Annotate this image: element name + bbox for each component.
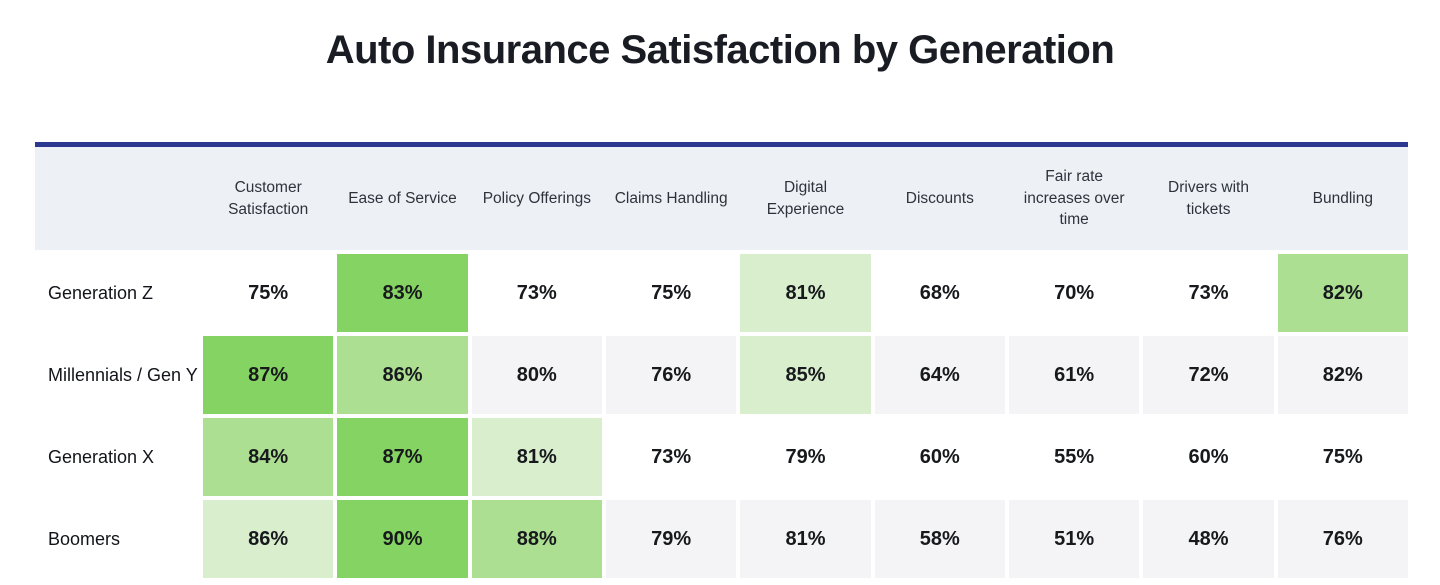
row-label: Millennials / Gen Y xyxy=(35,336,199,414)
value-cell: 51% xyxy=(1008,500,1140,578)
value-cell: 86% xyxy=(203,500,334,578)
value-cell: 87% xyxy=(337,418,468,496)
header-corner-cell xyxy=(35,147,199,250)
value-cell: 85% xyxy=(740,336,871,414)
column-header: Policy Offerings xyxy=(482,189,591,207)
page: Auto Insurance Satisfaction by Generatio… xyxy=(0,26,1440,585)
value-cell: 75% xyxy=(605,254,737,332)
header-row: Customer Satisfaction Ease of Service Poli… xyxy=(35,147,1408,250)
value-cell: 79% xyxy=(605,500,737,578)
value-cell: 83% xyxy=(337,254,468,332)
value-cell: 73% xyxy=(1143,254,1274,332)
table-row: Generation Z 75% 83% 73% 75% 81% 68% 70% 73% 82% xyxy=(35,254,1408,332)
accent-line xyxy=(35,142,1408,147)
column-header: Customer Satisfaction xyxy=(228,178,309,218)
value-cell: 87% xyxy=(203,336,334,414)
value-cell: 84% xyxy=(203,418,334,496)
column-header: Digital Experience xyxy=(766,178,845,218)
row-label: Generation X xyxy=(35,418,199,496)
row-label: Boomers xyxy=(35,500,199,578)
value-cell: 68% xyxy=(874,254,1005,332)
value-cell: 80% xyxy=(471,336,602,414)
value-cell: 60% xyxy=(874,418,1005,496)
value-cell: 90% xyxy=(337,500,468,578)
page-title: Auto Insurance Satisfaction by Generatio… xyxy=(325,28,1115,72)
value-cell: 48% xyxy=(1143,500,1274,578)
value-cell: 82% xyxy=(1277,336,1408,414)
table-body: Generation Z 75% 83% 73% 75% 81% 68% 70% 73% 82% M… xyxy=(35,254,1408,578)
value-cell: 72% xyxy=(1143,336,1274,414)
table-row: Millennials / Gen Y 87% 86% 80% 76% 85% 64% 61%… xyxy=(35,336,1408,414)
column-header: Bundling xyxy=(1312,189,1373,207)
column-header: Claims Handling xyxy=(614,189,728,207)
row-label: Generation Z xyxy=(35,254,199,332)
value-cell: 73% xyxy=(471,254,602,332)
column-header: Drivers with tickets xyxy=(1168,178,1249,218)
value-cell: 79% xyxy=(740,418,871,496)
value-cell: 86% xyxy=(337,336,468,414)
column-header: Discounts xyxy=(905,189,974,207)
value-cell: 81% xyxy=(471,418,602,496)
value-cell: 75% xyxy=(203,254,334,332)
value-cell: 76% xyxy=(605,336,737,414)
column-header: Fair rate increases over time xyxy=(1023,167,1125,229)
value-cell: 55% xyxy=(1008,418,1140,496)
value-cell: 64% xyxy=(874,336,1005,414)
table-row: Boomers 86% 90% 88% 79% 81% 58% 51% 48% 76% xyxy=(35,500,1408,578)
heatmap-table: Customer Satisfaction Ease of Service Poli… xyxy=(35,142,1408,578)
column-header: Ease of Service xyxy=(348,189,457,207)
value-cell: 82% xyxy=(1277,254,1408,332)
value-cell: 81% xyxy=(740,500,871,578)
value-cell: 76% xyxy=(1277,500,1408,578)
value-cell: 58% xyxy=(874,500,1005,578)
value-cell: 88% xyxy=(471,500,602,578)
value-cell: 75% xyxy=(1277,418,1408,496)
value-cell: 60% xyxy=(1143,418,1274,496)
value-cell: 61% xyxy=(1008,336,1140,414)
table-row: Generation X 84% 87% 81% 73% 79% 60% 55% 60% 75% xyxy=(35,418,1408,496)
value-cell: 81% xyxy=(740,254,871,332)
value-cell: 70% xyxy=(1008,254,1140,332)
value-cell: 73% xyxy=(605,418,737,496)
